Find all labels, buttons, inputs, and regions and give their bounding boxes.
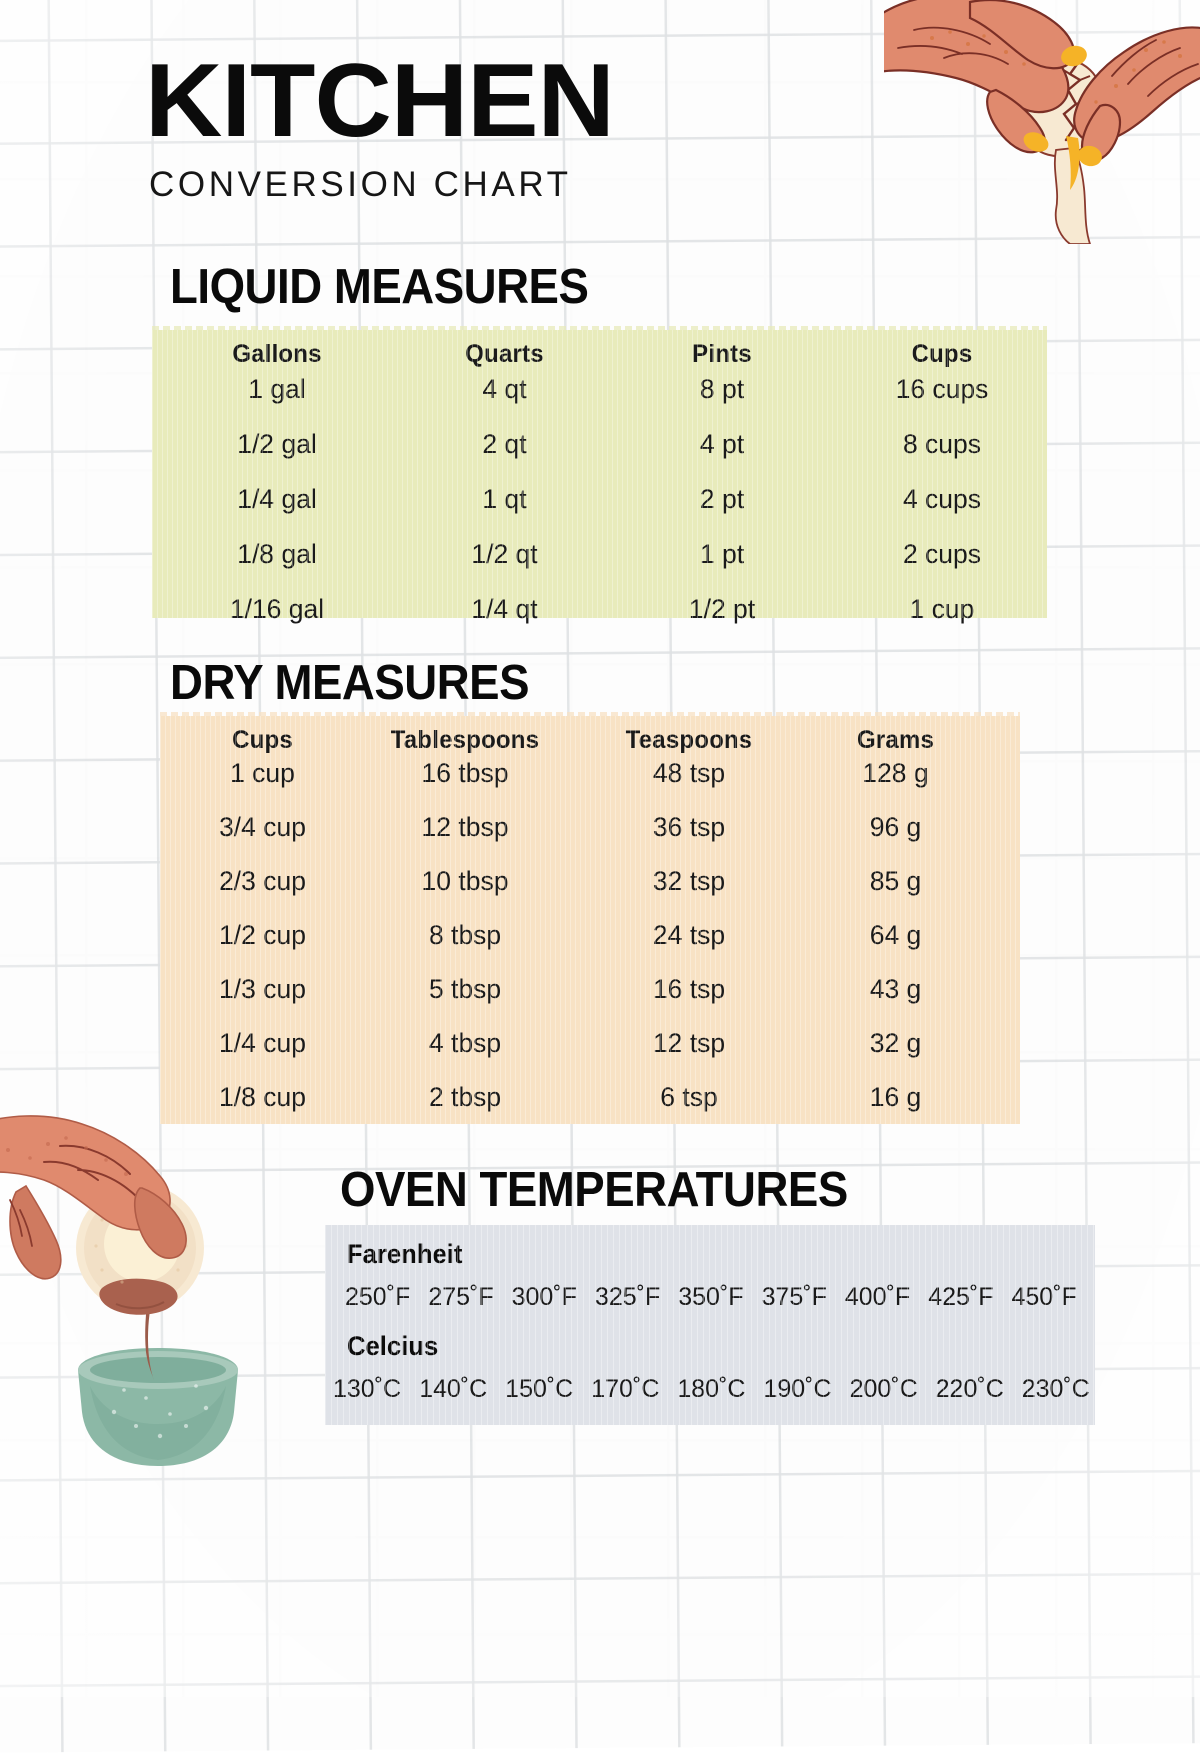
cell-cups: 4 cups [902,484,982,514]
temp-value-c: 230˚C [1021,1375,1090,1403]
cell-cups: 16 cups [895,374,989,404]
temp-value-c: 220˚C [935,1375,1004,1403]
cell-pints: 1/2 pt [688,594,756,624]
section-heading-oven: OVEN TEMPERATURES [340,1163,848,1217]
table-row: 1 cup 16 tbsp 48 tsp 128 g [160,758,1020,812]
cell-teaspoons: 32 tsp [652,866,726,896]
table-row: 1/8 gal 1/2 qt 1 pt 2 cups [152,539,1047,594]
temp-value-f: 375˚F [761,1283,827,1311]
section-heading-dry: DRY MEASURES [170,656,530,710]
cell-teaspoons: 24 tsp [652,920,726,950]
cell-grams: 96 g [869,812,922,842]
table-row: 2/3 cup 10 tbsp 32 tsp 85 g [160,866,1020,920]
cell-teaspoons: 48 tsp [652,758,726,788]
cell-tablespoons: 2 tbsp [428,1082,502,1112]
cell-cups: 2 cups [902,539,982,569]
cell-tablespoons: 10 tbsp [421,866,509,896]
cell-gallons: 1/8 gal [237,539,317,569]
celcius-label: Celcius [347,1331,439,1361]
cell-tablespoons: 5 tbsp [428,974,502,1004]
cell-teaspoons: 12 tsp [652,1028,726,1058]
temp-value-f: 275˚F [428,1283,494,1311]
column-header-quarts: Quarts [465,340,544,368]
section-heading-liquid: LIQUID MEASURES [170,260,589,314]
temp-value-f: 325˚F [594,1283,661,1311]
temp-value-c: 180˚C [677,1375,746,1403]
temp-value-f: 350˚F [678,1283,744,1311]
temp-value-c: 130˚C [333,1375,402,1403]
cell-tablespoons: 12 tbsp [421,812,509,842]
cell-tablespoons: 16 tbsp [421,758,509,788]
conversion-chart-page: KITCHEN CONVERSION CHART [0,0,1200,1697]
cell-grams: 64 g [869,920,922,950]
temp-value-c: 150˚C [505,1375,574,1403]
temp-value-c: 190˚C [763,1375,832,1403]
temp-value-c: 200˚C [849,1375,918,1403]
cell-cups: 1/3 cup [219,974,306,1004]
cell-gallons: 1 gal [248,374,306,404]
cell-quarts: 1/4 qt [471,594,538,624]
cell-quarts: 1 qt [482,484,527,514]
cell-cups: 1 cup [230,758,295,788]
cell-gallons: 1/16 gal [229,594,325,624]
column-header-cups: Cups [232,726,293,754]
page-subtitle: CONVERSION CHART [149,164,572,204]
column-header-grams: Grams [856,726,935,754]
table-row: 1/2 cup 8 tbsp 24 tsp 64 g [160,920,1020,974]
temp-value-c: 170˚C [591,1375,660,1403]
cell-gallons: 1/4 gal [237,484,317,514]
table-row: 1 gal 4 qt 8 pt 16 cups [152,374,1047,429]
table-row: 1/3 cup 5 tbsp 16 tsp 43 g [160,974,1020,1028]
cell-gallons: 1/2 gal [237,429,317,459]
temp-value-f: 425˚F [928,1283,994,1311]
temp-value-f: 300˚F [511,1283,577,1311]
temp-value-c: 140˚C [419,1375,488,1403]
temp-value-f: 450˚F [1011,1283,1077,1311]
page-title: KITCHEN [145,43,615,159]
table-row: 1/16 gal 1/4 qt 1/2 pt 1 cup [152,594,1047,649]
table-row: 1/2 gal 2 qt 4 pt 8 cups [152,429,1047,484]
temp-value-f: 400˚F [844,1283,911,1311]
cell-quarts: 2 qt [482,429,527,459]
column-header-teaspoons: Teaspoons [625,726,753,754]
liquid-measures-table: Gallons Quarts Pints Cups 1 gal 4 qt 8 p… [152,330,1047,624]
cell-quarts: 1/2 qt [471,539,538,569]
cell-teaspoons: 6 tsp [660,1082,718,1112]
temp-value-f: 250˚F [345,1283,411,1311]
column-header-cups: Cups [911,340,973,368]
cell-cups: 8 cups [902,429,982,459]
cell-grams: 43 g [869,974,922,1004]
cell-cups: 1/2 cup [219,920,306,950]
cell-grams: 85 g [869,866,922,896]
cell-pints: 8 pt [699,374,745,404]
column-header-tablespoons: Tablespoons [390,726,540,754]
cell-teaspoons: 36 tsp [652,812,726,842]
cell-tablespoons: 8 tbsp [428,920,502,950]
cell-cups: 2/3 cup [219,866,306,896]
cell-pints: 2 pt [699,484,745,514]
farenheit-label: Farenheit [347,1239,463,1269]
cell-pints: 4 pt [699,429,745,459]
column-header-pints: Pints [692,340,752,368]
table-row: 3/4 cup 12 tbsp 36 tsp 96 g [160,812,1020,866]
cell-cups: 1 cup [909,594,975,624]
cell-quarts: 4 qt [482,374,527,404]
hand-pouring-bowl-icon [0,1040,340,1470]
oven-temperatures-panel: Farenheit 250˚F 275˚F 300˚F 325˚F 350˚F … [325,1225,1095,1425]
table-row: 1/4 gal 1 qt 2 pt 4 cups [152,484,1047,539]
table-header-row: Gallons Quarts Pints Cups [152,340,1047,374]
farenheit-values-row: 250˚F 275˚F 300˚F 325˚F 350˚F 375˚F 400˚… [345,1283,1077,1312]
cell-tablespoons: 4 tbsp [428,1028,502,1058]
page-header: KITCHEN CONVERSION CHART [145,49,615,205]
cell-cups: 3/4 cup [219,812,306,842]
hands-cracking-egg-icon [876,0,1200,245]
column-header-gallons: Gallons [232,340,322,368]
cell-pints: 1 pt [699,539,745,569]
celcius-values-row: 130˚C 140˚C 150˚C 170˚C 180˚C 190˚C 200˚… [333,1375,1090,1404]
table-header-row: Cups Tablespoons Teaspoons Grams [160,726,1020,758]
cell-grams: 128 g [862,758,929,788]
cell-grams: 16 g [869,1082,922,1112]
cell-teaspoons: 16 tsp [652,974,726,1004]
cell-grams: 32 g [869,1028,922,1058]
